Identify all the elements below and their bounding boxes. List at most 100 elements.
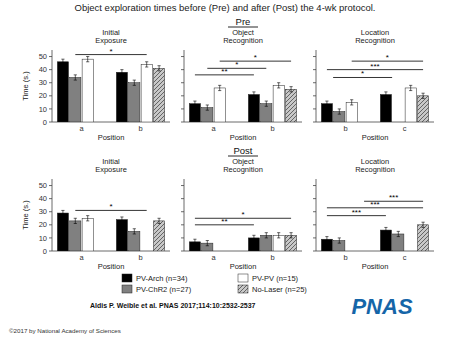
figure: Object exploration times before (Pre) an… bbox=[0, 0, 450, 338]
bar: PV-Arch (n=34) bbox=[57, 62, 68, 122]
significance-label: * bbox=[254, 53, 257, 62]
y-tick-label: 50 bbox=[39, 181, 47, 190]
bar: PV-PV (n=15) bbox=[346, 102, 357, 122]
error-bar bbox=[384, 227, 387, 232]
bar: PV-ChR2 (n=27) bbox=[129, 231, 140, 251]
bar: PV-ChR2 (n=27) bbox=[129, 83, 140, 122]
error-bar bbox=[145, 62, 148, 67]
x-tick-label: c bbox=[403, 253, 407, 262]
error-bar bbox=[86, 57, 89, 62]
x-tick-label: b bbox=[270, 253, 274, 262]
error-bar bbox=[206, 105, 209, 110]
legend-swatch bbox=[122, 285, 132, 293]
y-tick-label: 20 bbox=[39, 91, 47, 100]
bar: PV-PV (n=15) bbox=[82, 59, 93, 122]
y-tick bbox=[181, 251, 184, 252]
x-tick-label: a bbox=[211, 124, 216, 133]
y-tick bbox=[181, 185, 184, 186]
y-tick bbox=[181, 211, 184, 212]
error-bar bbox=[120, 70, 123, 75]
significance-label: *** bbox=[389, 193, 398, 202]
bar: PV-Arch (n=34) bbox=[248, 95, 259, 122]
plot-area: PV-Arch (n=34)PV-Arch (n=34)PV-ChR2 (n=2… bbox=[57, 57, 164, 122]
y-tick-label: 40 bbox=[39, 65, 47, 74]
y-tick-label: 10 bbox=[39, 105, 47, 114]
error-bar bbox=[421, 222, 424, 227]
plot-area: PV-Arch (n=34)PV-Arch (n=34)PV-ChR2 (n=2… bbox=[189, 83, 296, 122]
y-tick bbox=[49, 122, 52, 123]
y-tick bbox=[313, 251, 316, 252]
legend-label: PV-ChR2 (n=27) bbox=[136, 285, 192, 294]
y-tick bbox=[49, 198, 52, 199]
y-tick bbox=[313, 69, 316, 70]
x-tick-label: a bbox=[211, 253, 216, 262]
bar: PV-PV (n=15) bbox=[273, 85, 284, 122]
y-tick bbox=[313, 56, 316, 57]
y-tick bbox=[313, 122, 316, 123]
y-tick bbox=[181, 122, 184, 123]
panel: InitialExposure01020304050abPositionTime… bbox=[21, 28, 170, 142]
panel-title: ObjectRecognition bbox=[223, 28, 263, 45]
panel-title: LocationRecognition bbox=[355, 157, 395, 174]
y-tick bbox=[181, 56, 184, 57]
error-bar bbox=[157, 218, 160, 223]
y-axis-line bbox=[52, 50, 53, 122]
x-tick-label: a bbox=[79, 253, 84, 262]
y-tick bbox=[49, 185, 52, 186]
y-tick bbox=[181, 198, 184, 199]
text-line: Exposure bbox=[95, 36, 127, 45]
panel-title: InitialExposure bbox=[95, 28, 127, 45]
y-tick-label: 0 bbox=[43, 118, 47, 127]
x-tick-label: b bbox=[343, 253, 347, 262]
bar: PV-Arch (n=34) bbox=[116, 72, 127, 122]
error-bar bbox=[338, 109, 341, 114]
error-bar bbox=[325, 101, 328, 106]
bar: PV-ChR2 (n=27) bbox=[70, 221, 81, 251]
bar: No-Laser (n=25) bbox=[286, 89, 297, 122]
y-axis-line bbox=[184, 179, 185, 251]
x-axis-label: Position bbox=[362, 133, 389, 142]
y-tick bbox=[181, 82, 184, 83]
error-bar bbox=[74, 218, 77, 223]
y-tick bbox=[313, 198, 316, 199]
x-tick-label: c bbox=[403, 124, 407, 133]
y-tick-label: 30 bbox=[39, 78, 47, 87]
y-tick-label: 0 bbox=[43, 247, 47, 256]
legend: PV-Arch (n=34)PV-ChR2 (n=27)PV-PV (n=15)… bbox=[122, 274, 307, 294]
text-line: Recognition bbox=[355, 36, 395, 45]
bar: PV-PV (n=15) bbox=[214, 88, 225, 122]
y-axis-label: Time (s.) bbox=[21, 71, 30, 101]
y-axis-line bbox=[52, 179, 53, 251]
error-bar bbox=[193, 239, 196, 244]
error-bar bbox=[350, 100, 353, 105]
y-tick bbox=[313, 224, 316, 225]
significance-label: * bbox=[109, 47, 112, 56]
legend-swatch bbox=[122, 274, 132, 282]
error-bar bbox=[252, 235, 255, 240]
legend-swatch bbox=[238, 274, 248, 282]
x-axis-label: Position bbox=[98, 262, 125, 271]
error-bar bbox=[409, 85, 412, 90]
significance-label: * bbox=[109, 202, 112, 211]
y-tick bbox=[313, 211, 316, 212]
bar: PV-PV (n=15) bbox=[405, 88, 416, 122]
legend-label: PV-Arch (n=34) bbox=[136, 274, 188, 283]
y-tick bbox=[313, 108, 316, 109]
bar: PV-Arch (n=34) bbox=[116, 220, 127, 251]
y-tick-label: 20 bbox=[39, 220, 47, 229]
significance-label: * bbox=[241, 210, 244, 219]
x-axis-label: Position bbox=[230, 262, 257, 271]
bar: PV-ChR2 (n=27) bbox=[70, 77, 81, 122]
legend-swatch bbox=[238, 285, 248, 293]
panel-title: ObjectRecognition bbox=[223, 157, 263, 174]
y-tick-label: 30 bbox=[39, 207, 47, 216]
text-line: Recognition bbox=[355, 165, 395, 174]
panel: InitialExposure01020304050abPositionTime… bbox=[21, 157, 170, 271]
x-tick-label: b bbox=[270, 124, 274, 133]
error-bar bbox=[325, 237, 328, 242]
bar: PV-Arch (n=34) bbox=[57, 213, 68, 251]
y-tick bbox=[181, 95, 184, 96]
significance-label: * bbox=[361, 69, 364, 78]
error-bar bbox=[289, 233, 292, 238]
y-tick bbox=[49, 211, 52, 212]
